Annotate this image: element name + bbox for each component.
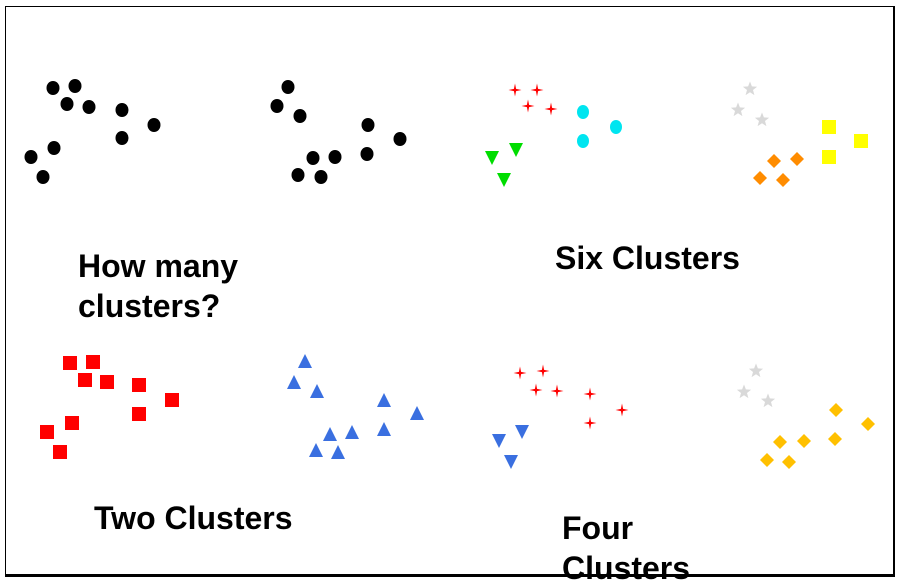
triangle-up-marker <box>310 384 324 398</box>
plus-marker <box>615 403 629 417</box>
diamond-marker <box>829 403 843 417</box>
slide-frame <box>5 6 895 577</box>
plus-marker <box>544 102 558 116</box>
triangle-down-marker <box>497 173 511 187</box>
plus-marker <box>521 99 535 113</box>
six-clusters-left-panel <box>485 83 622 187</box>
square-marker <box>822 150 836 164</box>
four-clusters-right-panel <box>736 363 875 469</box>
ellipse-marker <box>46 81 60 95</box>
square-marker <box>40 425 54 439</box>
triangle-down-marker <box>485 151 499 165</box>
unclustered-right-panel <box>270 80 407 184</box>
ellipse-marker <box>82 100 96 114</box>
ellipse-marker <box>60 97 74 111</box>
six-clusters-right-panel <box>730 81 868 187</box>
square-marker <box>53 445 67 459</box>
unclustered-left-panel <box>24 79 161 184</box>
diamond-marker <box>753 171 767 185</box>
ellipse-marker <box>36 170 50 184</box>
square-marker <box>165 393 179 407</box>
plus-marker <box>583 416 597 430</box>
circle-marker <box>610 120 622 134</box>
ellipse-marker <box>115 103 129 117</box>
diamond-marker <box>790 152 804 166</box>
plus-marker <box>508 83 522 97</box>
diamond-marker <box>773 435 787 449</box>
plus-marker <box>530 83 544 97</box>
square-marker <box>63 356 77 370</box>
plus-marker <box>529 383 543 397</box>
circle-marker <box>577 105 589 119</box>
square-marker <box>100 375 114 389</box>
diamond-marker <box>760 453 774 467</box>
ellipse-marker <box>314 170 328 184</box>
star-marker <box>736 384 752 399</box>
star-marker <box>730 102 746 117</box>
triangle-up-marker <box>410 406 424 420</box>
question-caption: How many clusters? <box>78 248 239 324</box>
ellipse-marker <box>306 151 320 165</box>
star-marker <box>742 81 758 96</box>
four-clusters-caption: Four Clusters <box>562 510 691 586</box>
triangle-up-marker <box>345 425 359 439</box>
ellipse-marker <box>291 168 305 182</box>
plus-marker <box>550 384 564 398</box>
triangle-down-marker <box>504 455 518 469</box>
ellipse-marker <box>24 150 38 164</box>
ellipse-marker <box>147 118 161 132</box>
six-clusters-caption: Six Clusters <box>555 240 740 276</box>
square-marker <box>86 355 100 369</box>
plus-marker <box>513 366 527 380</box>
star-marker <box>754 112 770 127</box>
square-marker <box>78 373 92 387</box>
ellipse-marker <box>360 147 374 161</box>
circle-marker <box>577 134 589 148</box>
square-marker <box>822 120 836 134</box>
ellipse-marker <box>270 99 284 113</box>
square-marker <box>854 134 868 148</box>
star-marker <box>748 363 764 378</box>
square-marker <box>132 378 146 392</box>
four-clusters-left-panel <box>492 364 629 469</box>
diamond-marker <box>797 434 811 448</box>
star-marker <box>760 393 776 408</box>
ellipse-marker <box>393 132 407 146</box>
triangle-down-marker <box>492 434 506 448</box>
two-clusters-left-panel <box>40 355 179 459</box>
triangle-up-marker <box>287 375 301 389</box>
plus-marker <box>536 364 550 378</box>
square-marker <box>132 407 146 421</box>
triangle-up-marker <box>377 422 391 436</box>
square-marker <box>65 416 79 430</box>
ellipse-marker <box>68 79 82 93</box>
two-clusters-caption: Two Clusters <box>94 500 293 536</box>
diamond-marker <box>861 417 875 431</box>
ellipse-marker <box>115 131 129 145</box>
ellipse-marker <box>361 118 375 132</box>
ellipse-marker <box>47 141 61 155</box>
ellipse-marker <box>281 80 295 94</box>
triangle-up-marker <box>331 445 345 459</box>
triangle-up-marker <box>298 354 312 368</box>
diamond-marker <box>828 432 842 446</box>
ellipse-marker <box>328 150 342 164</box>
two-clusters-right-panel <box>287 354 424 459</box>
triangle-down-marker <box>509 143 523 157</box>
triangle-up-marker <box>323 427 337 441</box>
diamond-marker <box>782 455 796 469</box>
ellipse-marker <box>293 109 307 123</box>
diamond-marker <box>767 154 781 168</box>
triangle-up-marker <box>377 393 391 407</box>
triangle-up-marker <box>309 443 323 457</box>
triangle-down-marker <box>515 425 529 439</box>
plus-marker <box>583 387 597 401</box>
diamond-marker <box>776 173 790 187</box>
